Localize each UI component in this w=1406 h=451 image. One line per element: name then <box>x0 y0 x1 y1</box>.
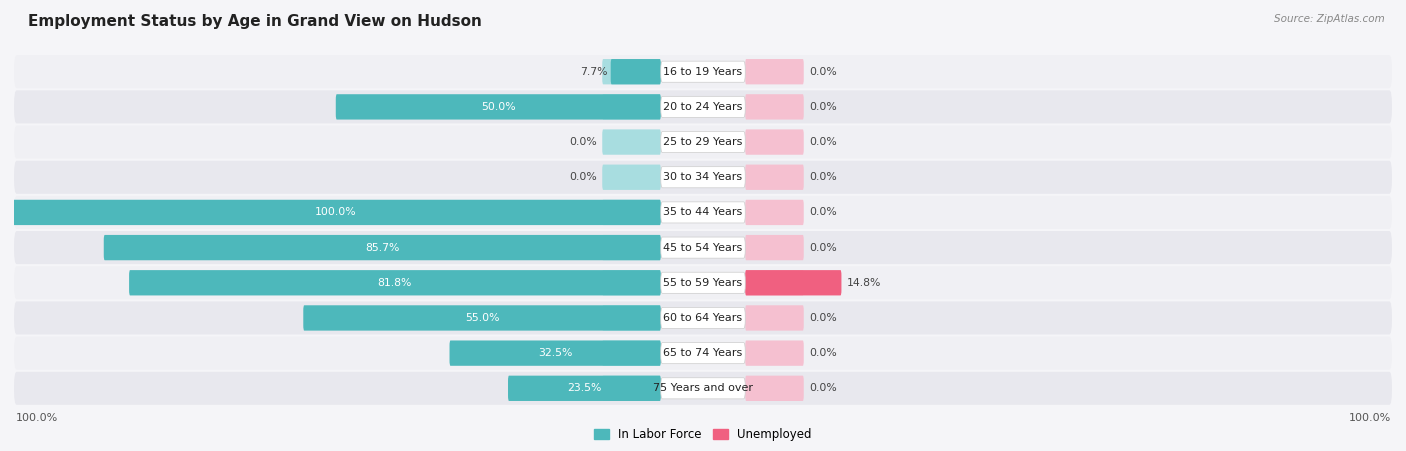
FancyBboxPatch shape <box>11 200 661 225</box>
FancyBboxPatch shape <box>14 90 1392 124</box>
FancyBboxPatch shape <box>745 129 804 155</box>
Text: 55.0%: 55.0% <box>465 313 499 323</box>
FancyBboxPatch shape <box>602 341 661 366</box>
Text: 7.7%: 7.7% <box>579 67 607 77</box>
Text: 100.0%: 100.0% <box>315 207 357 217</box>
FancyBboxPatch shape <box>745 200 804 225</box>
FancyBboxPatch shape <box>745 305 804 331</box>
FancyBboxPatch shape <box>14 372 1392 405</box>
Text: 0.0%: 0.0% <box>569 137 598 147</box>
Text: 0.0%: 0.0% <box>808 137 837 147</box>
FancyBboxPatch shape <box>14 125 1392 159</box>
FancyBboxPatch shape <box>450 341 661 366</box>
Text: 55 to 59 Years: 55 to 59 Years <box>664 278 742 288</box>
Text: Source: ZipAtlas.com: Source: ZipAtlas.com <box>1274 14 1385 23</box>
FancyBboxPatch shape <box>661 167 745 188</box>
Text: 0.0%: 0.0% <box>808 313 837 323</box>
FancyBboxPatch shape <box>661 272 745 293</box>
FancyBboxPatch shape <box>14 301 1392 335</box>
Text: 81.8%: 81.8% <box>378 278 412 288</box>
FancyBboxPatch shape <box>602 59 661 84</box>
Text: 75 Years and over: 75 Years and over <box>652 383 754 393</box>
FancyBboxPatch shape <box>745 165 804 190</box>
Text: 100.0%: 100.0% <box>1348 413 1391 423</box>
Text: 100.0%: 100.0% <box>15 413 58 423</box>
FancyBboxPatch shape <box>661 343 745 364</box>
FancyBboxPatch shape <box>304 305 661 331</box>
FancyBboxPatch shape <box>602 165 661 190</box>
Text: 45 to 54 Years: 45 to 54 Years <box>664 243 742 253</box>
FancyBboxPatch shape <box>661 132 745 152</box>
Text: 0.0%: 0.0% <box>808 383 837 393</box>
FancyBboxPatch shape <box>661 97 745 117</box>
Text: 65 to 74 Years: 65 to 74 Years <box>664 348 742 358</box>
Text: 0.0%: 0.0% <box>808 348 837 358</box>
Text: 85.7%: 85.7% <box>366 243 399 253</box>
FancyBboxPatch shape <box>602 376 661 401</box>
Text: 16 to 19 Years: 16 to 19 Years <box>664 67 742 77</box>
Text: 0.0%: 0.0% <box>808 67 837 77</box>
FancyBboxPatch shape <box>14 231 1392 264</box>
FancyBboxPatch shape <box>602 94 661 120</box>
FancyBboxPatch shape <box>104 235 661 260</box>
Text: 0.0%: 0.0% <box>808 243 837 253</box>
FancyBboxPatch shape <box>602 129 661 155</box>
FancyBboxPatch shape <box>602 305 661 331</box>
Text: 32.5%: 32.5% <box>538 348 572 358</box>
FancyBboxPatch shape <box>336 94 661 120</box>
FancyBboxPatch shape <box>745 270 804 295</box>
FancyBboxPatch shape <box>602 200 661 225</box>
Text: 35 to 44 Years: 35 to 44 Years <box>664 207 742 217</box>
FancyBboxPatch shape <box>661 378 745 399</box>
Text: 30 to 34 Years: 30 to 34 Years <box>664 172 742 182</box>
Text: 60 to 64 Years: 60 to 64 Years <box>664 313 742 323</box>
Text: 50.0%: 50.0% <box>481 102 516 112</box>
Text: 0.0%: 0.0% <box>808 207 837 217</box>
Text: 23.5%: 23.5% <box>567 383 602 393</box>
FancyBboxPatch shape <box>508 376 661 401</box>
Text: 0.0%: 0.0% <box>808 102 837 112</box>
FancyBboxPatch shape <box>14 266 1392 299</box>
FancyBboxPatch shape <box>14 55 1392 88</box>
FancyBboxPatch shape <box>745 270 841 295</box>
Legend: In Labor Force, Unemployed: In Labor Force, Unemployed <box>589 423 817 446</box>
FancyBboxPatch shape <box>14 336 1392 370</box>
FancyBboxPatch shape <box>129 270 661 295</box>
Text: 20 to 24 Years: 20 to 24 Years <box>664 102 742 112</box>
Text: 14.8%: 14.8% <box>846 278 882 288</box>
FancyBboxPatch shape <box>661 308 745 328</box>
FancyBboxPatch shape <box>745 94 804 120</box>
Text: Employment Status by Age in Grand View on Hudson: Employment Status by Age in Grand View o… <box>28 14 482 28</box>
FancyBboxPatch shape <box>602 235 661 260</box>
FancyBboxPatch shape <box>602 270 661 295</box>
FancyBboxPatch shape <box>745 235 804 260</box>
FancyBboxPatch shape <box>661 202 745 223</box>
Text: 0.0%: 0.0% <box>569 172 598 182</box>
FancyBboxPatch shape <box>661 237 745 258</box>
Text: 25 to 29 Years: 25 to 29 Years <box>664 137 742 147</box>
FancyBboxPatch shape <box>14 161 1392 194</box>
FancyBboxPatch shape <box>14 196 1392 229</box>
Text: 0.0%: 0.0% <box>808 172 837 182</box>
FancyBboxPatch shape <box>610 59 661 84</box>
FancyBboxPatch shape <box>745 376 804 401</box>
FancyBboxPatch shape <box>745 59 804 84</box>
FancyBboxPatch shape <box>745 341 804 366</box>
FancyBboxPatch shape <box>661 61 745 82</box>
